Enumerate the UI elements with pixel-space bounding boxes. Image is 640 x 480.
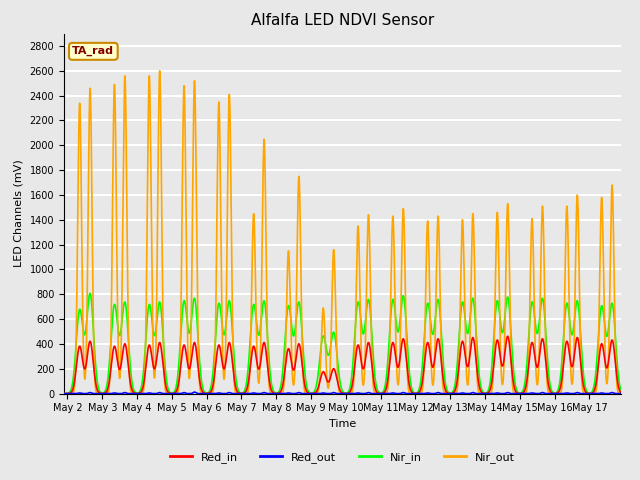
Y-axis label: LED Channels (mV): LED Channels (mV) — [14, 160, 24, 267]
Text: TA_rad: TA_rad — [72, 46, 115, 57]
X-axis label: Time: Time — [329, 419, 356, 429]
Title: Alfalfa LED NDVI Sensor: Alfalfa LED NDVI Sensor — [251, 13, 434, 28]
Legend: Red_in, Red_out, Nir_in, Nir_out: Red_in, Red_out, Nir_in, Nir_out — [165, 447, 520, 467]
